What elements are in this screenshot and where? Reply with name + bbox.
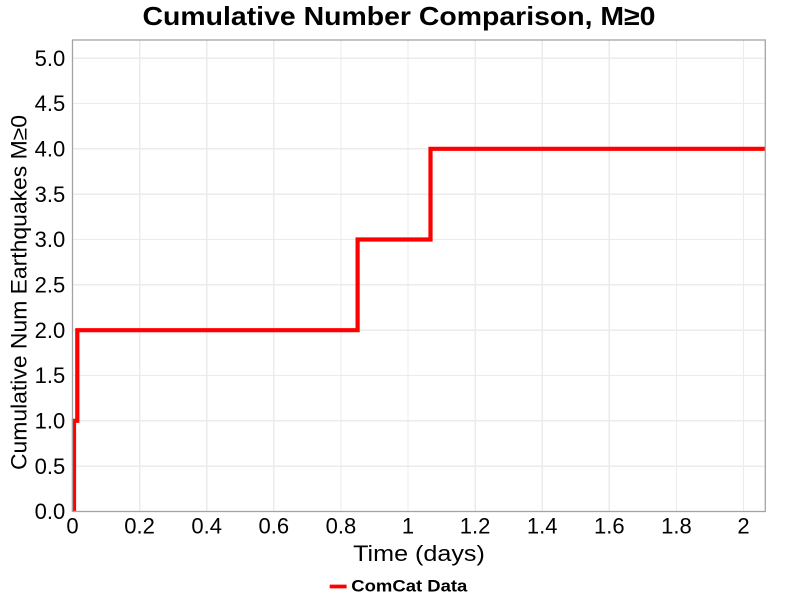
svg-text:1.5: 1.5 (35, 363, 66, 388)
svg-text:Cumulative Number Comparison,: Cumulative Number Comparison, M≥0 (143, 1, 656, 31)
svg-text:2: 2 (737, 513, 749, 538)
svg-text:3.5: 3.5 (35, 182, 66, 207)
svg-text:Cumulative Num Earthquakes M≥0: Cumulative Num Earthquakes M≥0 (7, 115, 32, 470)
svg-text:0.8: 0.8 (326, 513, 357, 538)
svg-text:1.4: 1.4 (527, 513, 558, 538)
svg-text:2.5: 2.5 (35, 273, 66, 298)
svg-text:4.0: 4.0 (35, 137, 66, 162)
svg-text:0.4: 0.4 (191, 513, 222, 538)
svg-text:3.0: 3.0 (35, 227, 66, 252)
svg-text:5.0: 5.0 (35, 46, 66, 71)
svg-text:2.0: 2.0 (35, 318, 66, 343)
svg-text:1.6: 1.6 (594, 513, 625, 538)
svg-text:ComCat Data: ComCat Data (351, 576, 468, 595)
svg-text:0.2: 0.2 (124, 513, 155, 538)
svg-text:1.2: 1.2 (460, 513, 491, 538)
svg-text:0.0: 0.0 (35, 499, 66, 524)
svg-text:4.5: 4.5 (35, 91, 66, 116)
svg-text:1.8: 1.8 (661, 513, 692, 538)
svg-text:1: 1 (402, 513, 414, 538)
svg-text:1.0: 1.0 (35, 409, 66, 434)
svg-text:Time (days): Time (days) (353, 541, 485, 566)
svg-text:0: 0 (66, 513, 78, 538)
svg-text:0.5: 0.5 (35, 454, 66, 479)
svg-text:0.6: 0.6 (259, 513, 290, 538)
